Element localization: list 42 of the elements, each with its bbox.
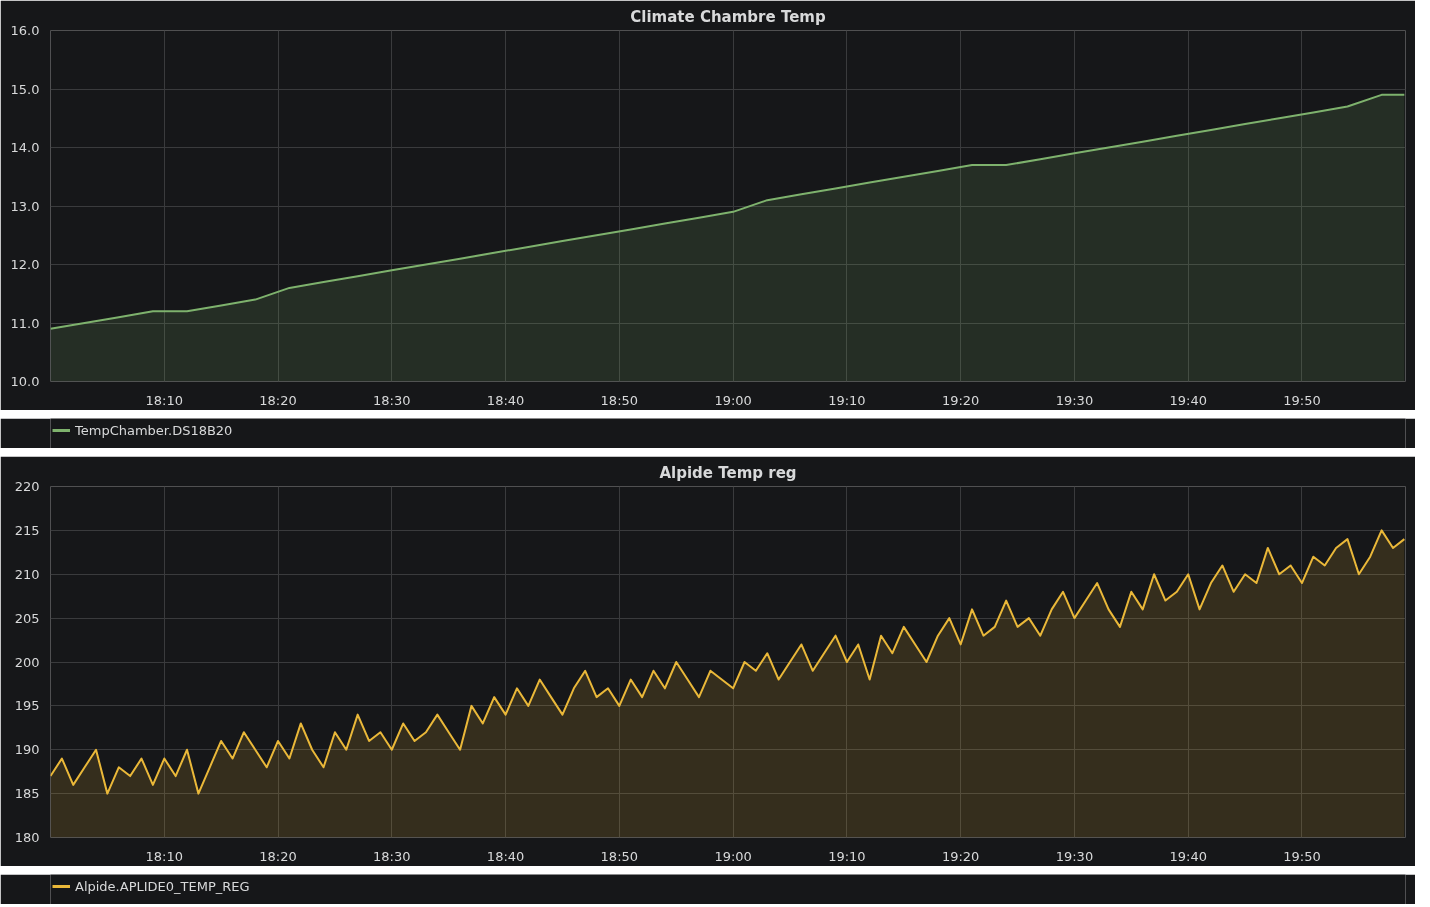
chart-title: Climate Chambre Temp <box>630 7 826 26</box>
y-tick-label: 11.0 <box>10 315 40 331</box>
chart-title: Alpide Temp reg <box>659 463 797 482</box>
y-tick-label: 210 <box>14 566 40 582</box>
y-tick-label: 16.0 <box>10 23 40 38</box>
x-tick-label: 18:20 <box>259 392 297 408</box>
x-tick-label: 19:40 <box>1169 392 1207 408</box>
x-tick-label: 18:50 <box>600 392 639 408</box>
x-tick-label: 19:40 <box>1169 848 1207 864</box>
y-tick-label: 180 <box>14 830 40 845</box>
x-tick-label: 19:10 <box>828 848 866 864</box>
y-tick-label: 15.0 <box>10 81 40 97</box>
legend-label: TempChamber.DS18B20 <box>75 422 233 438</box>
x-tick-label: 19:20 <box>941 392 980 408</box>
y-tick-label: 12.0 <box>10 257 40 272</box>
x-tick-label: 18:10 <box>145 392 184 408</box>
x-tick-label: 19:00 <box>714 848 752 864</box>
x-tick-label: 19:50 <box>1283 392 1321 408</box>
x-tick-label: 18:40 <box>486 848 525 864</box>
x-tick-label: 19:10 <box>828 392 866 408</box>
x-tick-label: 19:50 <box>1283 848 1321 864</box>
y-tick-label: 205 <box>14 610 40 626</box>
x-tick-label: 18:20 <box>259 848 297 864</box>
y-tick-label: 200 <box>14 654 40 670</box>
y-tick-label: 10.0 <box>10 374 40 389</box>
x-tick-label: 19:30 <box>1055 848 1094 864</box>
y-tick-label: 195 <box>14 698 40 714</box>
x-tick-label: 19:30 <box>1055 392 1094 408</box>
y-tick-label: 190 <box>14 742 40 758</box>
y-tick-label: 14.0 <box>10 140 40 155</box>
y-tick-label: 13.0 <box>10 198 40 214</box>
x-tick-label: 18:30 <box>373 848 411 864</box>
x-tick-label: 19:00 <box>714 392 752 408</box>
y-tick-label: 215 <box>14 522 40 538</box>
x-tick-label: 18:10 <box>145 848 184 864</box>
x-tick-label: 18:50 <box>600 848 639 864</box>
x-tick-label: 18:40 <box>486 392 525 408</box>
y-tick-label: 185 <box>14 786 40 802</box>
x-tick-label: 19:20 <box>941 848 980 864</box>
y-tick-label: 220 <box>14 479 40 494</box>
legend-label: Alpide.APLIDE0_TEMP_REG <box>75 878 250 894</box>
x-tick-label: 18:30 <box>373 392 411 408</box>
